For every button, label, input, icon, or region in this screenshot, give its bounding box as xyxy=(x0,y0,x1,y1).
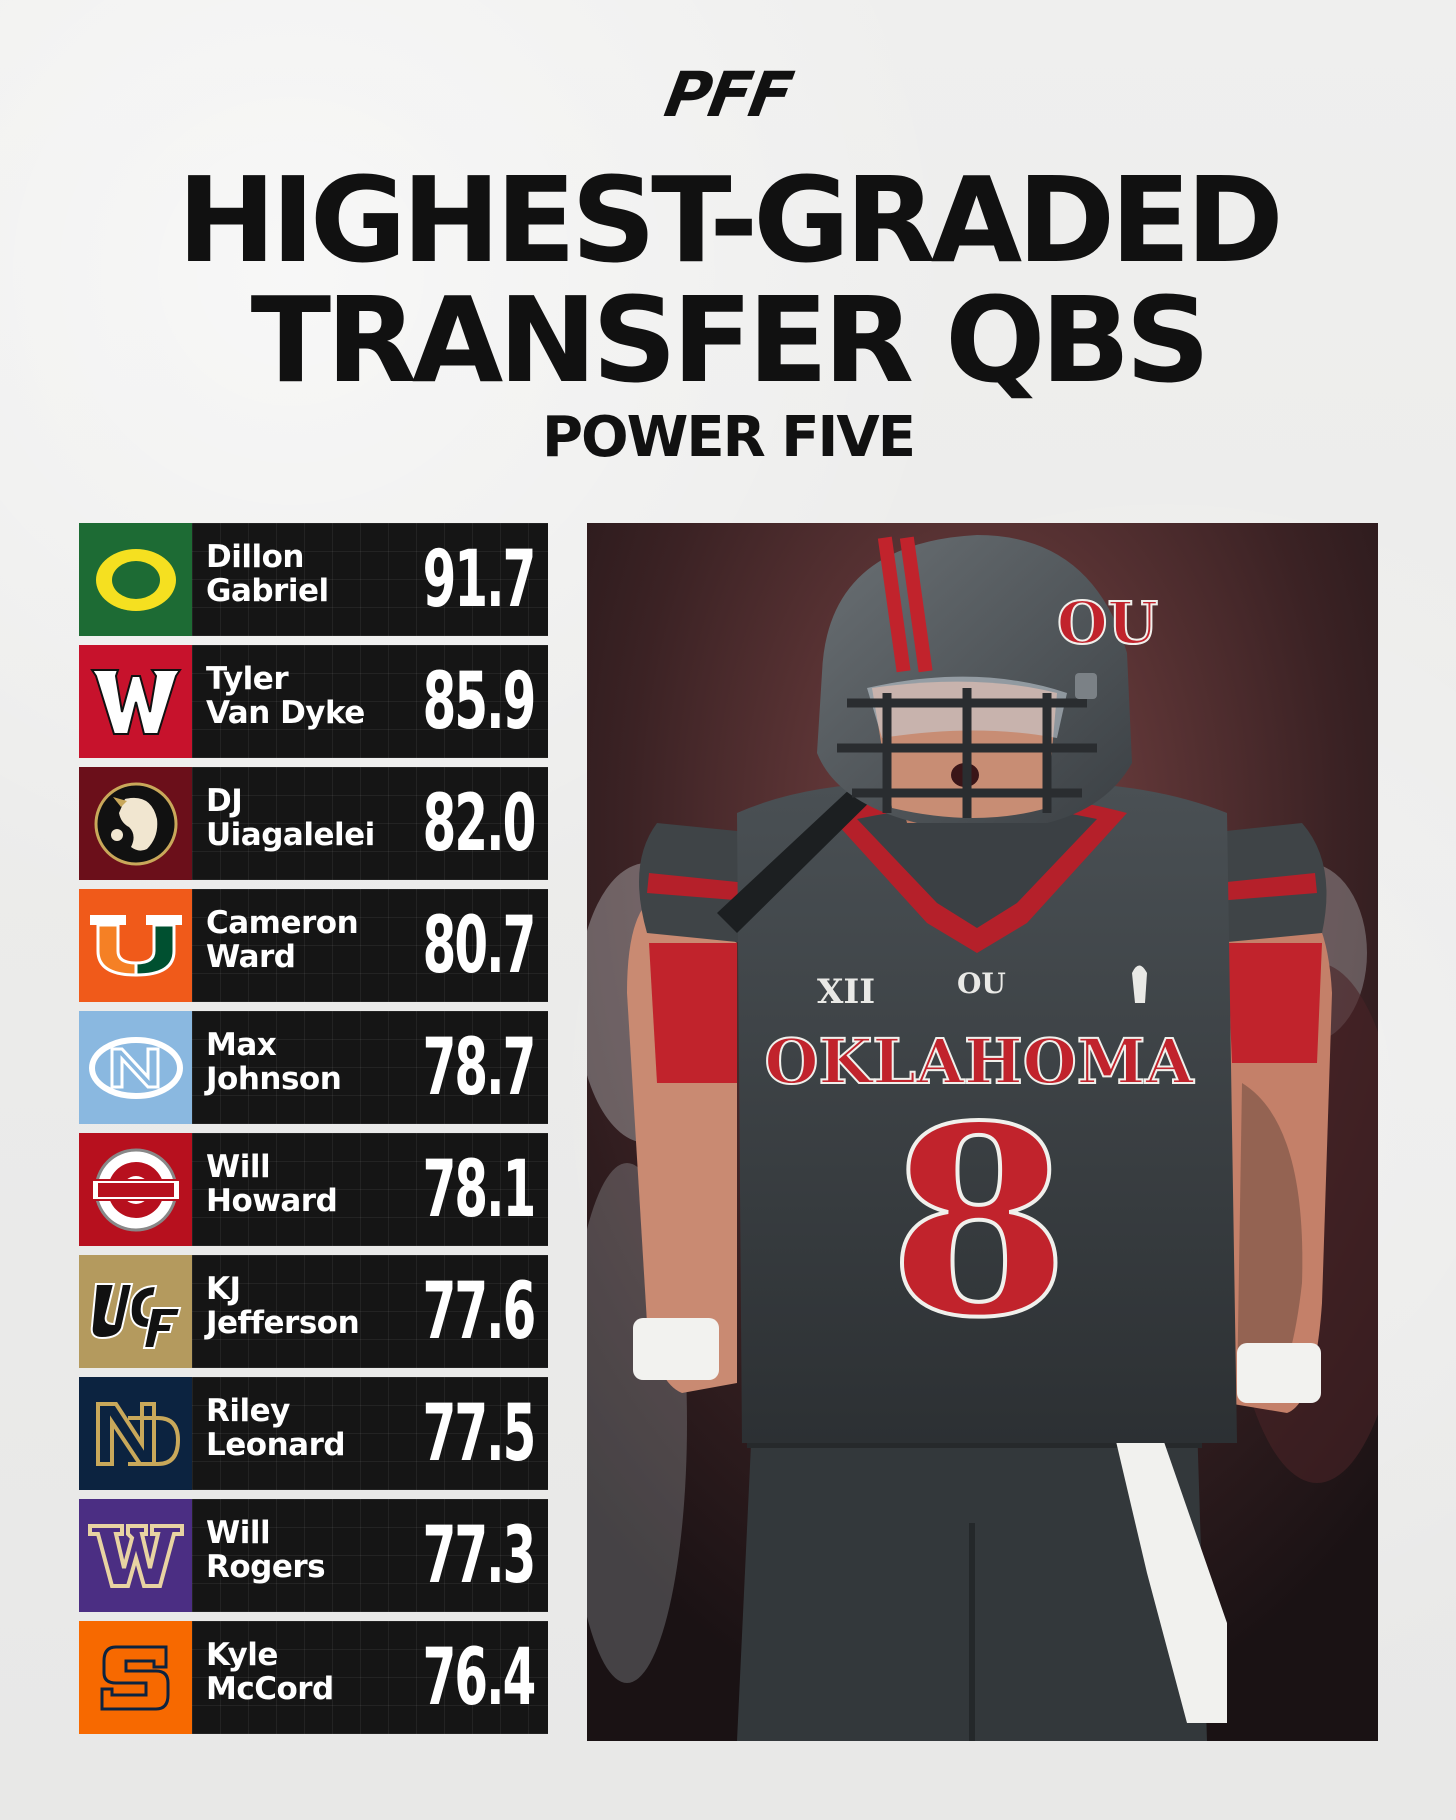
jersey-number: 8 xyxy=(889,1070,1070,1375)
player-first-name: Riley xyxy=(206,1393,290,1429)
player-info: KJ Jefferson 77.6 xyxy=(192,1255,548,1368)
miami-u-logo-icon xyxy=(89,914,182,977)
player-grade: 85.9 xyxy=(422,656,536,747)
player-first-name: Max xyxy=(206,1027,277,1063)
team-logo-tile xyxy=(79,1621,192,1734)
player-grade: 77.6 xyxy=(422,1266,536,1357)
player-row: DJ Uiagalelei 82.0 xyxy=(79,767,548,880)
player-info: Will Rogers 77.3 xyxy=(192,1499,548,1612)
player-grade: 78.1 xyxy=(422,1144,536,1235)
player-first-name: Cameron xyxy=(206,905,359,941)
player-info: DJ Uiagalelei 82.0 xyxy=(192,767,548,880)
player-info: Cameron Ward 80.7 xyxy=(192,889,548,1002)
player-row: Cameron Ward 80.7 xyxy=(79,889,548,1002)
syracuse-s-logo-icon xyxy=(100,1645,169,1710)
ohio-state-logo-icon xyxy=(90,1148,181,1231)
player-grade: 76.4 xyxy=(422,1632,536,1723)
team-logo-tile xyxy=(79,1133,192,1246)
player-name: Kyle McCord xyxy=(206,1638,334,1706)
player-last-name: Rogers xyxy=(206,1549,326,1585)
player-first-name: Tyler xyxy=(206,661,289,697)
team-logo-tile xyxy=(79,645,192,758)
oregon-o-logo-icon xyxy=(95,548,176,611)
page-subtitle: POWER FIVE xyxy=(542,405,916,470)
player-last-name: Ward xyxy=(206,939,296,975)
player-info: Kyle McCord 76.4 xyxy=(192,1621,548,1734)
player-grade: 80.7 xyxy=(422,900,536,991)
player-name: Tyler Van Dyke xyxy=(206,662,365,730)
player-name: Dillon Gabriel xyxy=(206,540,329,608)
team-logo-tile xyxy=(79,889,192,1002)
helmet-ou-logo: OU xyxy=(1057,589,1158,657)
washington-w-logo-icon xyxy=(87,1523,184,1588)
player-row: Kyle McCord 76.4 xyxy=(79,1621,548,1734)
player-first-name: Dillon xyxy=(206,539,304,575)
player-row: Tyler Van Dyke 85.9 xyxy=(79,645,548,758)
title-line-2: TRANSFER QBS xyxy=(250,271,1211,410)
player-last-name: Van Dyke xyxy=(206,695,365,731)
player-name: Cameron Ward xyxy=(206,905,359,975)
player-name: Max Johnson xyxy=(206,1027,342,1097)
player-info: Will Howard 78.1 xyxy=(192,1133,548,1246)
team-logo-tile xyxy=(79,523,192,636)
player-first-name: Will xyxy=(206,1149,271,1185)
wisconsin-w-logo-icon xyxy=(89,668,182,735)
player-name: Riley Leonard xyxy=(206,1393,346,1463)
player-last-name: Gabriel xyxy=(206,573,329,609)
player-info: Riley Leonard 77.5 xyxy=(192,1377,548,1490)
player-first-name: KJ xyxy=(206,1271,241,1307)
player-first-name: Kyle xyxy=(206,1637,278,1673)
player-row: Dillon Gabriel 91.7 xyxy=(79,523,548,636)
player-info: Max Johnson 78.7 xyxy=(192,1011,548,1124)
notre-dame-nd-logo-icon xyxy=(95,1401,180,1466)
jersey-wordmark: OKLAHOMA xyxy=(765,1025,1195,1098)
player-row: Max Johnson 78.7 xyxy=(79,1011,548,1124)
player-last-name: Leonard xyxy=(206,1427,346,1463)
player-name: Will Rogers xyxy=(206,1515,326,1585)
florida-state-seminole-logo-icon xyxy=(94,782,177,865)
title-line-1: HIGHEST-GRADED xyxy=(177,151,1284,289)
chest-ou-mark: OU xyxy=(957,967,1006,1000)
rankings-list: Dillon Gabriel 91.7 Tyler Van Dyke 85.9 xyxy=(79,523,548,1743)
team-logo-tile xyxy=(79,1255,192,1368)
player-name: KJ Jefferson xyxy=(206,1271,360,1341)
player-last-name: Johnson xyxy=(206,1061,342,1097)
player-row: Will Howard 78.1 xyxy=(79,1133,548,1246)
player-photo: XII OU OKLAHOMA 8 OU xyxy=(587,523,1378,1741)
player-row: Will Rogers 77.3 xyxy=(79,1499,548,1612)
helmet: OU xyxy=(817,535,1159,823)
pff-logo: PFF xyxy=(659,58,797,131)
player-grade: 77.5 xyxy=(422,1388,536,1479)
player-grade: 77.3 xyxy=(422,1510,536,1601)
player-first-name: DJ xyxy=(206,783,243,819)
player-info: Tyler Van Dyke 85.9 xyxy=(192,645,548,758)
ucf-logo-icon xyxy=(90,1282,181,1349)
player-last-name: McCord xyxy=(206,1671,334,1707)
team-logo-tile xyxy=(79,767,192,880)
quarterback-illustration: XII OU OKLAHOMA 8 OU xyxy=(587,523,1378,1741)
player-grade: 91.7 xyxy=(422,534,536,625)
player-name: DJ Uiagalelei xyxy=(206,784,375,852)
player-info: Dillon Gabriel 91.7 xyxy=(192,523,548,636)
team-logo-tile xyxy=(79,1499,192,1612)
player-first-name: Will xyxy=(206,1515,271,1551)
player-last-name: Jefferson xyxy=(206,1305,360,1341)
team-logo-tile xyxy=(79,1377,192,1490)
team-logo-tile xyxy=(79,1011,192,1124)
conference-mark: XII xyxy=(817,972,875,1012)
player-grade: 82.0 xyxy=(422,778,536,869)
north-carolina-nc-logo-icon xyxy=(88,1036,183,1099)
player-last-name: Uiagalelei xyxy=(206,817,375,853)
page-title: HIGHEST-GRADED TRANSFER QBS xyxy=(0,160,1456,401)
player-name: Will Howard xyxy=(206,1149,338,1219)
player-last-name: Howard xyxy=(206,1183,338,1219)
jordan-logo-icon xyxy=(1132,965,1147,1003)
player-grade: 78.7 xyxy=(422,1022,536,1113)
player-row: KJ Jefferson 77.6 xyxy=(79,1255,548,1368)
player-row: Riley Leonard 77.5 xyxy=(79,1377,548,1490)
